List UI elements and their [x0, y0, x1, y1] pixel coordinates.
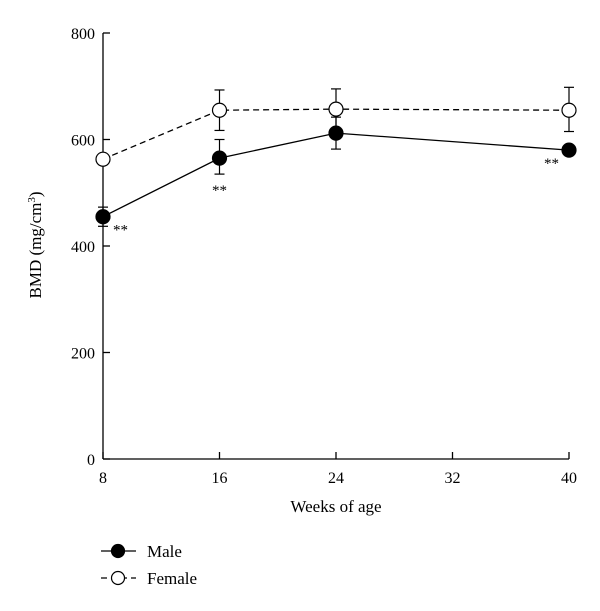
x-tick-label: 24 [328, 470, 344, 487]
annotation-layer: ** ** ** [113, 156, 559, 239]
y-tick-label: 400 [71, 239, 95, 256]
x-ticks: 8 16 24 32 40 [99, 452, 577, 487]
x-tick-label: 16 [212, 470, 228, 487]
data-point-female [328, 101, 344, 117]
legend-entry-female: Female [101, 569, 197, 588]
x-tick-label: 40 [561, 470, 577, 487]
y-ticks: 0 200 400 600 800 [71, 26, 110, 469]
x-tick-label: 32 [445, 470, 461, 487]
legend-marker-female [110, 570, 126, 586]
data-point-female [561, 102, 577, 118]
significance-marker: ** [212, 183, 227, 199]
y-tick-label: 0 [87, 452, 95, 469]
significance-marker: ** [113, 223, 128, 239]
y-tick-label: 600 [71, 133, 95, 150]
legend-marker-male [110, 543, 126, 559]
x-axis-label: Weeks of age [290, 497, 381, 516]
series-line-female [102, 108, 570, 160]
y-axis-label-main: BMD (mg/cm [26, 203, 45, 299]
y-axis-label: BMD (mg/cm3) [26, 191, 45, 298]
legend: Male Female [101, 542, 197, 588]
legend-label-female: Female [147, 569, 197, 588]
data-point-male [211, 150, 228, 166]
axes: 8 16 24 32 40 0 200 400 600 800 [71, 26, 577, 487]
series-male [95, 116, 577, 227]
y-tick-label: 800 [71, 26, 95, 43]
y-tick-label: 200 [71, 346, 95, 363]
data-point-female [95, 151, 111, 167]
x-tick-label: 8 [99, 470, 107, 487]
legend-entry-male: Male [101, 542, 182, 561]
y-axis-label-close: ) [26, 191, 45, 197]
series-layer [95, 86, 577, 227]
series-line-male [102, 132, 570, 218]
series-female [95, 86, 577, 167]
data-point-female [211, 102, 228, 118]
y-axis-label-superscript: 3 [26, 197, 38, 203]
data-point-male [561, 142, 577, 158]
legend-label-male: Male [147, 542, 182, 561]
data-point-male [95, 209, 111, 225]
significance-marker: ** [544, 156, 559, 172]
